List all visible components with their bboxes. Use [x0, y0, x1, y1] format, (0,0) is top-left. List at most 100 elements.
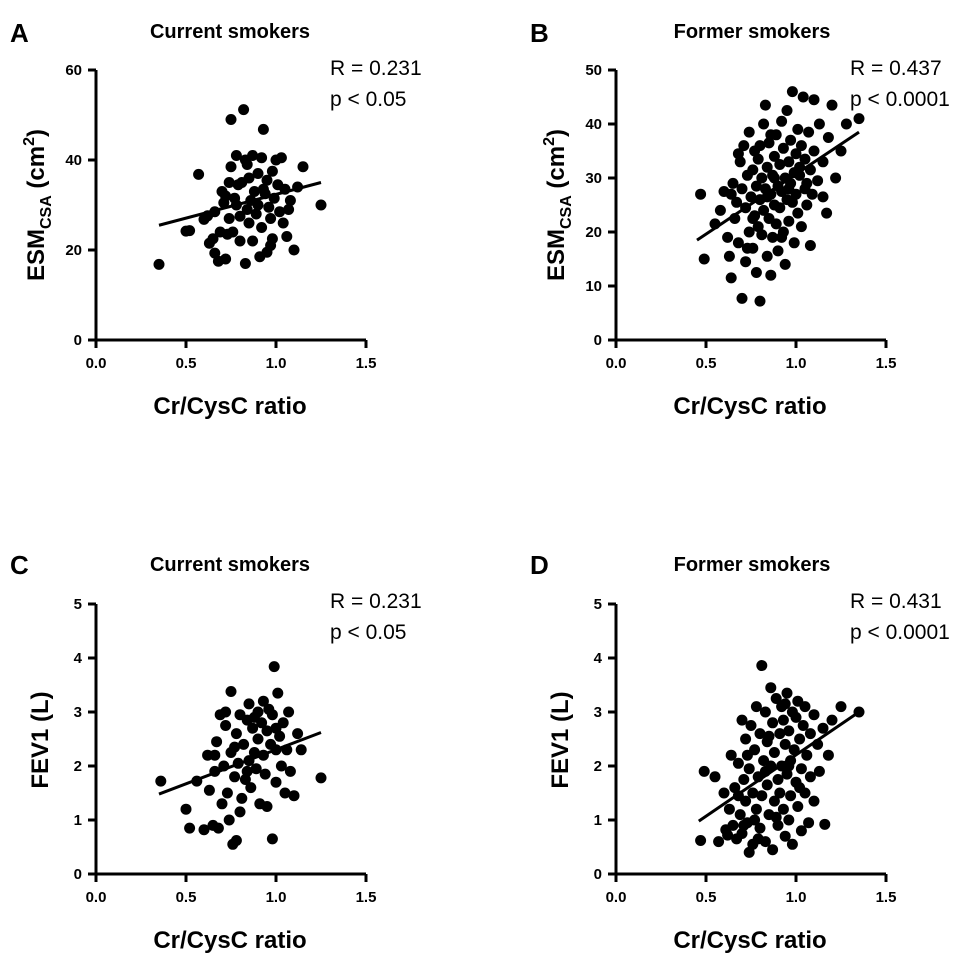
data-point: [786, 838, 798, 850]
data-point: [722, 829, 734, 841]
data-point: [220, 190, 232, 202]
data-point: [759, 99, 771, 111]
data-point: [783, 725, 795, 737]
data-point: [225, 114, 237, 125]
data-point: [238, 104, 250, 116]
data-point: [792, 123, 804, 135]
y-tick-label: 40: [585, 116, 602, 133]
data-point: [261, 174, 273, 186]
data-point: [283, 204, 295, 215]
data-point: [266, 165, 278, 177]
data-point: [835, 145, 847, 157]
axis-lines: [94, 604, 366, 876]
y-tick-label: 0: [594, 332, 602, 349]
y-tick-label: 0: [594, 866, 602, 883]
data-point: [779, 830, 791, 842]
data-point: [819, 818, 831, 830]
x-tick-label: 1.5: [876, 889, 897, 906]
data-point: [840, 118, 852, 130]
data-point: [261, 725, 273, 737]
data-point: [738, 819, 750, 831]
x-tick-label: 0.5: [176, 355, 197, 372]
y-tick-label: 4: [594, 650, 603, 667]
data-point: [245, 782, 257, 794]
regression-line: [158, 181, 322, 227]
data-point: [230, 835, 242, 847]
data-point: [198, 824, 210, 836]
data-point: [749, 814, 761, 826]
data-point: [227, 226, 239, 238]
data-point: [808, 94, 820, 106]
data-point: [747, 213, 759, 224]
data-point: [853, 113, 865, 125]
data-point: [803, 817, 815, 829]
panel-a: A Current smokers R = 0.231 p < 0.05 Cr/…: [10, 18, 422, 420]
data-point: [274, 206, 286, 218]
data-point: [752, 153, 764, 165]
data-point: [754, 822, 766, 834]
data-point: [216, 798, 228, 810]
data-point: [772, 774, 784, 785]
data-point: [758, 118, 770, 130]
panel-letter: D: [530, 550, 549, 580]
data-point: [795, 140, 807, 152]
data-point: [792, 801, 804, 812]
y-tick-label: 0: [74, 332, 82, 349]
data-point: [745, 720, 757, 731]
data-point: [234, 235, 246, 247]
data-point: [765, 682, 777, 694]
data-point: [225, 685, 237, 697]
data-point: [779, 258, 791, 270]
y-axis-label: FEV1 (L): [27, 691, 54, 788]
data-point: [799, 701, 811, 713]
data-point: [808, 709, 820, 721]
data-point: [266, 709, 278, 721]
data-point: [277, 217, 289, 229]
data-point: [747, 164, 759, 176]
data-point: [225, 161, 237, 173]
data-point: [272, 687, 284, 699]
x-tick-label: 1.0: [266, 355, 287, 372]
data-point: [261, 801, 273, 812]
data-point: [801, 177, 813, 189]
data-point: [263, 201, 275, 213]
data-point: [783, 814, 795, 826]
stat-r: R = 0.231: [330, 590, 422, 613]
data-point: [752, 833, 764, 845]
x-tick-label: 1.0: [266, 889, 287, 906]
data-point: [758, 204, 770, 216]
data-point: [804, 771, 816, 783]
data-point: [239, 258, 251, 269]
data-point: [723, 803, 735, 815]
data-point: [257, 123, 269, 135]
data-point: [315, 199, 327, 211]
regression-line: [697, 710, 860, 823]
data-point: [783, 156, 795, 168]
data-point: [817, 191, 829, 203]
data-point: [223, 814, 235, 826]
data-point: [153, 258, 165, 270]
data-point: [785, 134, 797, 146]
y-tick-label: 10: [585, 278, 602, 295]
stat-p: p < 0.05: [330, 88, 406, 111]
data-point: [297, 161, 309, 173]
data-point: [779, 698, 791, 710]
x-axis-label: Cr/CysC ratio: [153, 927, 306, 954]
data-point: [776, 231, 788, 243]
data-point: [743, 226, 755, 238]
data-point: [275, 760, 287, 772]
data-point: [768, 150, 780, 162]
data-point: [770, 693, 782, 704]
data-point: [808, 145, 820, 157]
y-tick-label: 2: [74, 758, 82, 775]
x-tick-label: 0.5: [696, 889, 717, 906]
data-point: [252, 168, 264, 179]
data-point: [799, 153, 811, 165]
data-point: [736, 183, 748, 195]
data-point: [826, 99, 838, 111]
data-point: [284, 195, 296, 206]
data-point: [756, 660, 768, 672]
data-point: [713, 836, 725, 848]
y-tick-label: 5: [74, 596, 82, 613]
